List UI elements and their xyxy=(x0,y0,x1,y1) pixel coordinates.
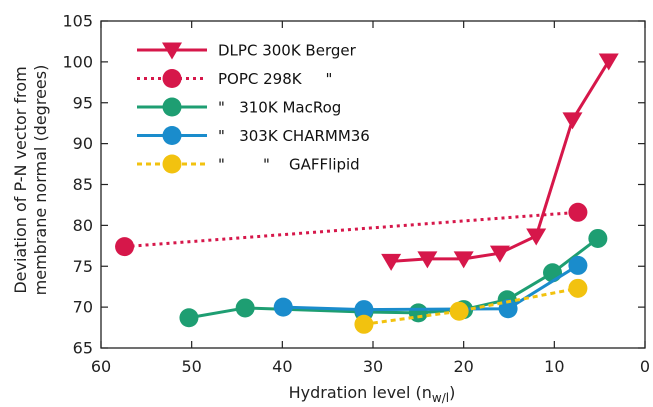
x-tick-label: 0 xyxy=(640,357,650,376)
series-1 xyxy=(115,202,588,257)
y-tick-label: 90 xyxy=(73,134,93,153)
y-tick-label: 65 xyxy=(73,339,93,358)
legend-entry: " " GAFFlipid xyxy=(137,154,360,174)
data-point xyxy=(598,53,619,71)
legend-entry: DLPC 300K Berger xyxy=(137,42,357,60)
data-point xyxy=(453,251,474,269)
x-tick-label: 10 xyxy=(544,357,564,376)
series-line xyxy=(124,210,579,249)
legend-marker xyxy=(162,97,182,117)
x-axis-title-close: ) xyxy=(449,383,455,402)
y-axis-title-line2: membrane normal (degrees) xyxy=(31,65,50,296)
legend-label: " 303K CHARMM36 xyxy=(218,127,370,145)
legend-marker xyxy=(162,126,182,145)
x-tick-label: 60 xyxy=(91,357,111,376)
legend-label: POPC 298K " xyxy=(218,70,332,88)
legend-marker xyxy=(162,42,182,60)
data-point xyxy=(568,202,588,222)
y-axis: 65 70 75 80 85 90 95 100 105 xyxy=(62,12,645,358)
data-point xyxy=(273,297,293,317)
y-tick-label: 80 xyxy=(73,216,93,235)
data-point xyxy=(417,251,438,269)
data-point xyxy=(489,245,510,263)
y-tick-label: 105 xyxy=(62,12,93,31)
x-tick-label: 30 xyxy=(363,357,383,376)
data-point xyxy=(588,228,608,248)
data-point xyxy=(562,112,583,130)
x-tick-label: 40 xyxy=(272,357,292,376)
y-tick-label: 100 xyxy=(62,52,93,71)
legend-marker xyxy=(162,154,182,174)
x-tick-label: 20 xyxy=(453,357,473,376)
data-point xyxy=(115,237,135,257)
x-axis: 60 50 40 30 20 10 0 xyxy=(91,21,650,376)
data-point xyxy=(449,301,469,321)
x-axis-title-main: Hydration level (n xyxy=(289,383,432,402)
series-0 xyxy=(381,53,619,271)
x-axis-title: Hydration level (nw/l) xyxy=(289,383,456,405)
legend-entry: " 310K MacRog xyxy=(137,97,341,117)
y-tick-label: 70 xyxy=(73,298,93,317)
y-tick-label: 75 xyxy=(73,257,93,276)
series-layer xyxy=(115,53,619,334)
y-tick-label: 85 xyxy=(73,175,93,194)
data-point xyxy=(568,255,588,275)
x-axis-title-subscript: w/l xyxy=(432,391,449,405)
series-4 xyxy=(354,278,588,334)
series-3 xyxy=(273,255,588,320)
legend-label: DLPC 300K Berger xyxy=(218,42,357,60)
y-tick-label: 95 xyxy=(73,93,93,112)
legend-label: " 310K MacRog xyxy=(218,99,341,117)
data-point xyxy=(381,253,402,271)
legend-entry: " 303K CHARMM36 xyxy=(137,126,370,145)
y-axis-title: Deviation of P-N vector from membrane no… xyxy=(11,65,50,296)
data-point xyxy=(568,278,588,298)
data-point xyxy=(498,299,518,319)
data-point xyxy=(235,298,255,318)
legend: DLPC 300K Berger POPC 298K " " 310K MacRog… xyxy=(137,42,370,174)
legend-entry: POPC 298K " xyxy=(137,69,332,88)
y-axis-title-line1: Deviation of P-N vector from xyxy=(11,66,30,293)
data-point xyxy=(408,303,428,323)
legend-label: " " GAFFlipid xyxy=(218,156,360,174)
data-point xyxy=(354,300,374,320)
x-tick-label: 50 xyxy=(181,357,201,376)
data-point xyxy=(179,308,199,328)
legend-marker xyxy=(162,69,182,88)
data-point xyxy=(354,314,374,334)
series-line xyxy=(283,264,579,312)
data-point xyxy=(526,228,547,246)
